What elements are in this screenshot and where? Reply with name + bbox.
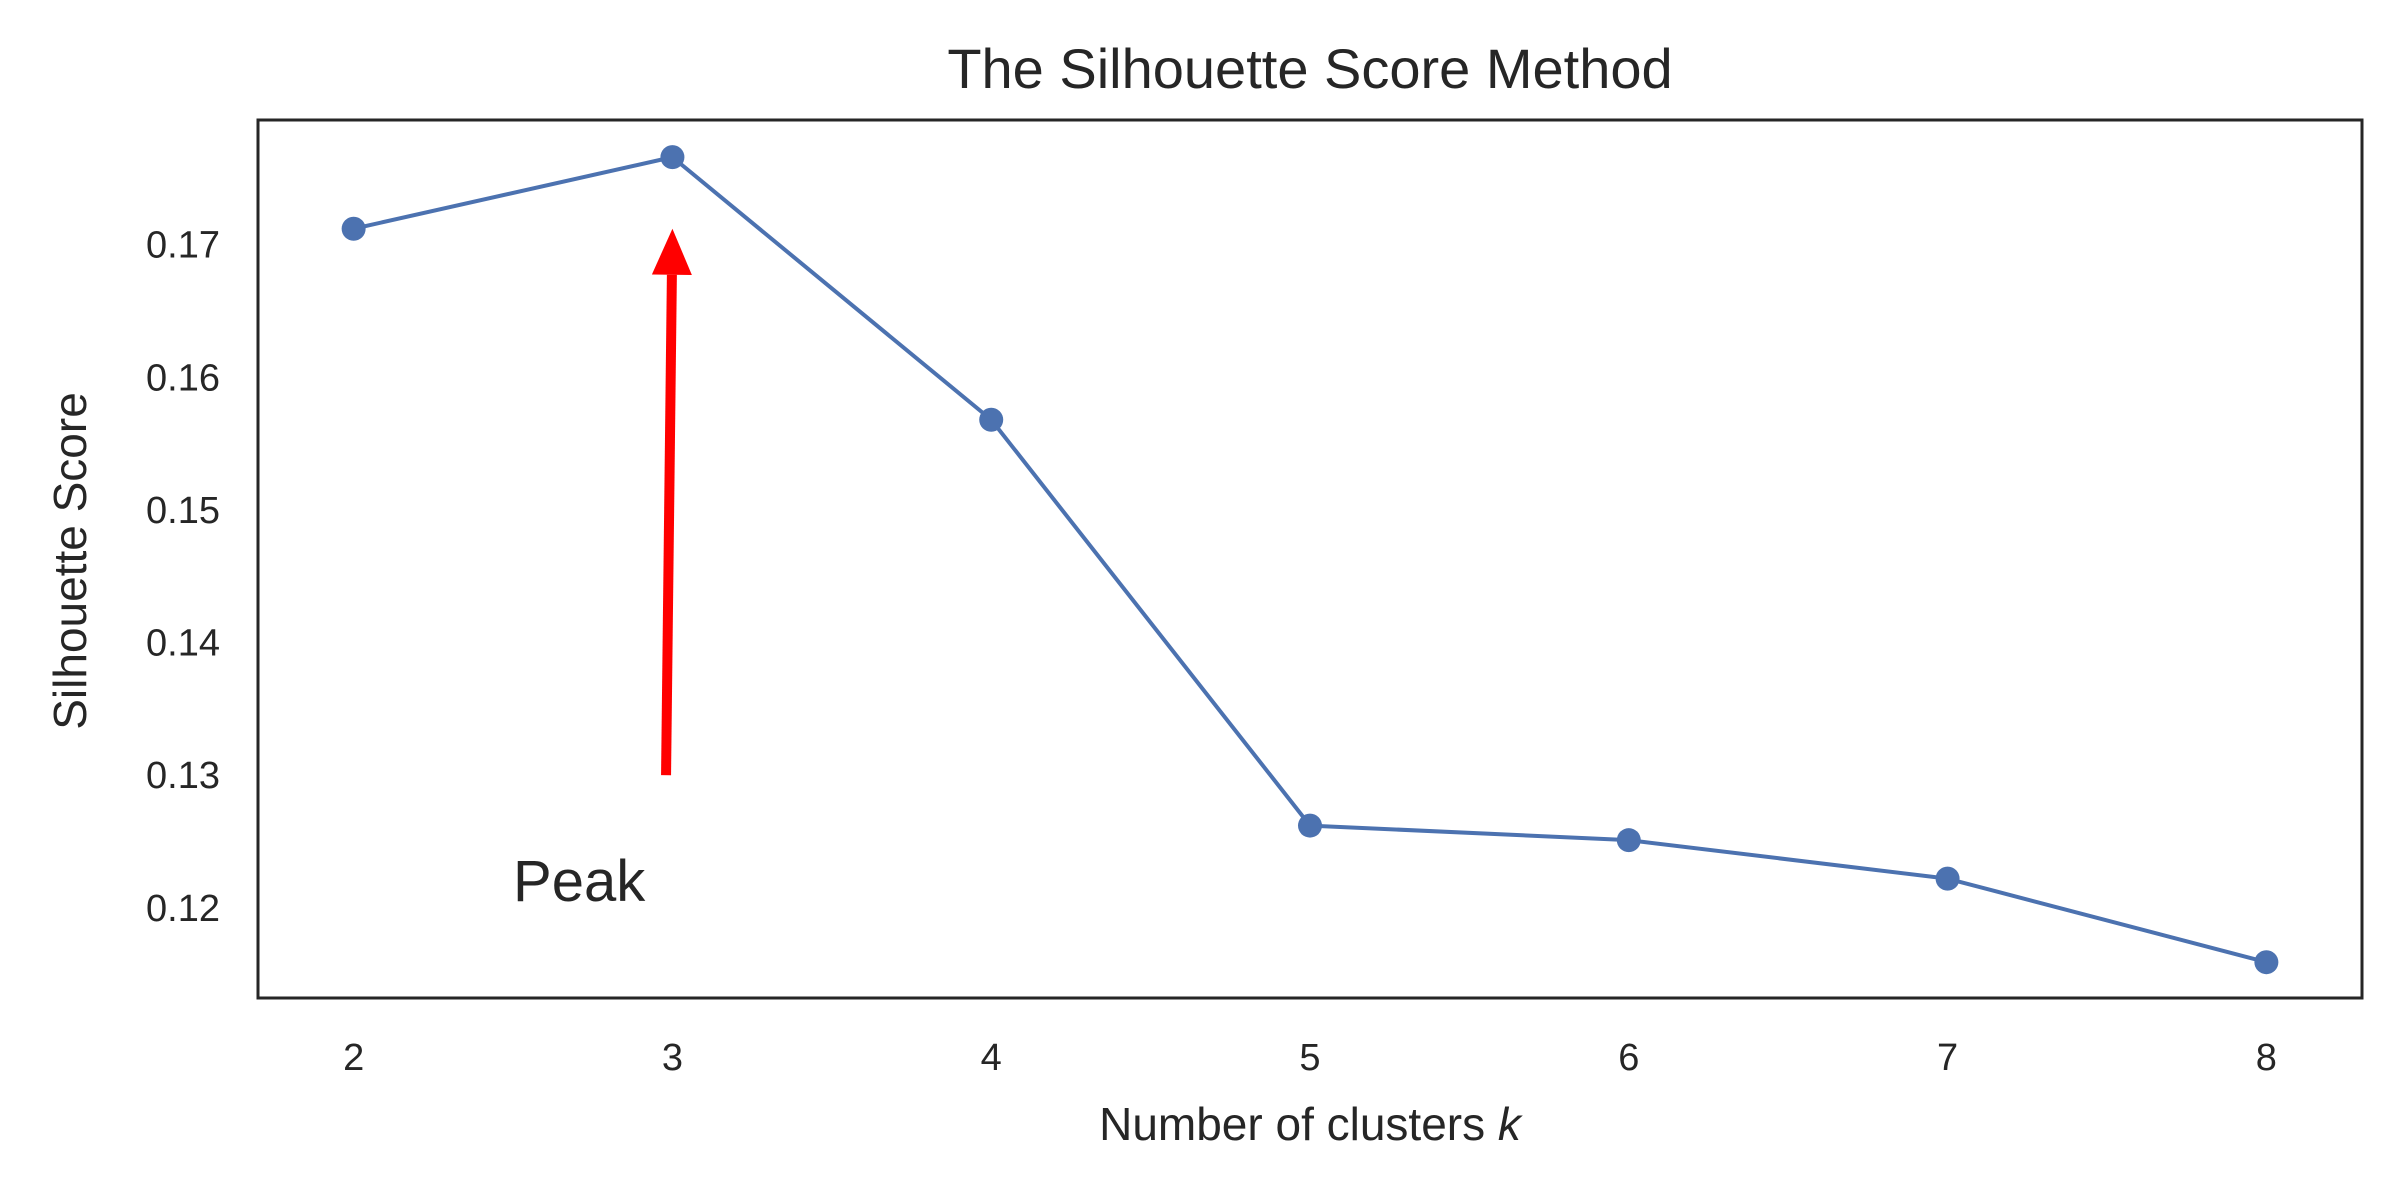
data-point [979,407,1004,432]
x-tick-label: 3 [662,1037,683,1079]
chart-title: The Silhouette Score Method [947,37,1672,100]
y-tick-label: 0.15 [146,490,220,532]
x-tick-label: 4 [981,1037,1002,1079]
x-axis-label-variable: k [1498,1098,1523,1150]
data-point [2254,950,2279,975]
y-tick-label: 0.16 [146,357,220,399]
y-tick-label: 0.12 [146,888,220,930]
data-point [1935,866,1960,891]
data-point [1298,813,1322,838]
annotation-arrow-head [651,228,692,275]
x-tick-label: 2 [343,1037,364,1079]
x-axis-label: Number of clusters k [1099,1098,1523,1150]
y-tick-label: 0.14 [146,623,220,665]
plot-frame [256,118,2364,1000]
x-tick-label: 8 [2256,1037,2277,1079]
x-tick-label: 7 [1937,1037,1958,1079]
data-point [660,145,685,170]
x-tick-label: 6 [1618,1037,1639,1079]
x-axis-ticks: 2 3 4 5 6 7 8 [343,1037,2277,1079]
y-tick-label: 0.13 [146,755,220,797]
annotation-arrow-shaft [661,274,677,776]
y-tick-label: 0.17 [146,225,220,267]
y-axis-label: Silhouette Score [44,392,96,730]
x-tick-label: 5 [1299,1037,1320,1079]
x-axis-label-text: Number of clusters [1099,1098,1498,1150]
peak-annotation: Peak [513,228,692,914]
data-points [341,145,2279,975]
annotation-label: Peak [513,849,646,914]
y-axis-ticks: 0.12 0.13 0.14 0.15 0.16 0.17 [146,225,220,930]
data-point [1616,828,1641,853]
data-point [341,216,366,241]
